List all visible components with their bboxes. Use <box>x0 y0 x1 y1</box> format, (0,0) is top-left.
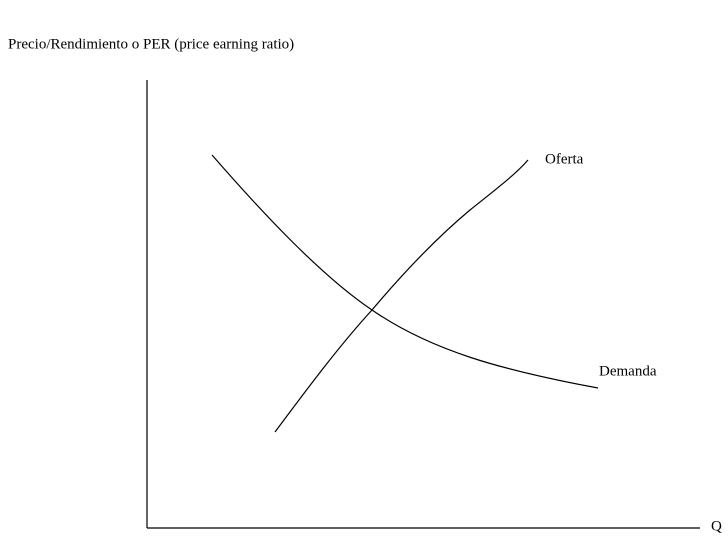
y-axis-label: Precio/Rendimiento o PER (price earning … <box>8 36 294 52</box>
demand-curve <box>211 154 599 389</box>
supply-label: Oferta <box>545 151 584 167</box>
x-axis-label: Q <box>711 518 722 534</box>
demand-label: Demanda <box>599 363 657 379</box>
supply-curve <box>274 159 529 433</box>
